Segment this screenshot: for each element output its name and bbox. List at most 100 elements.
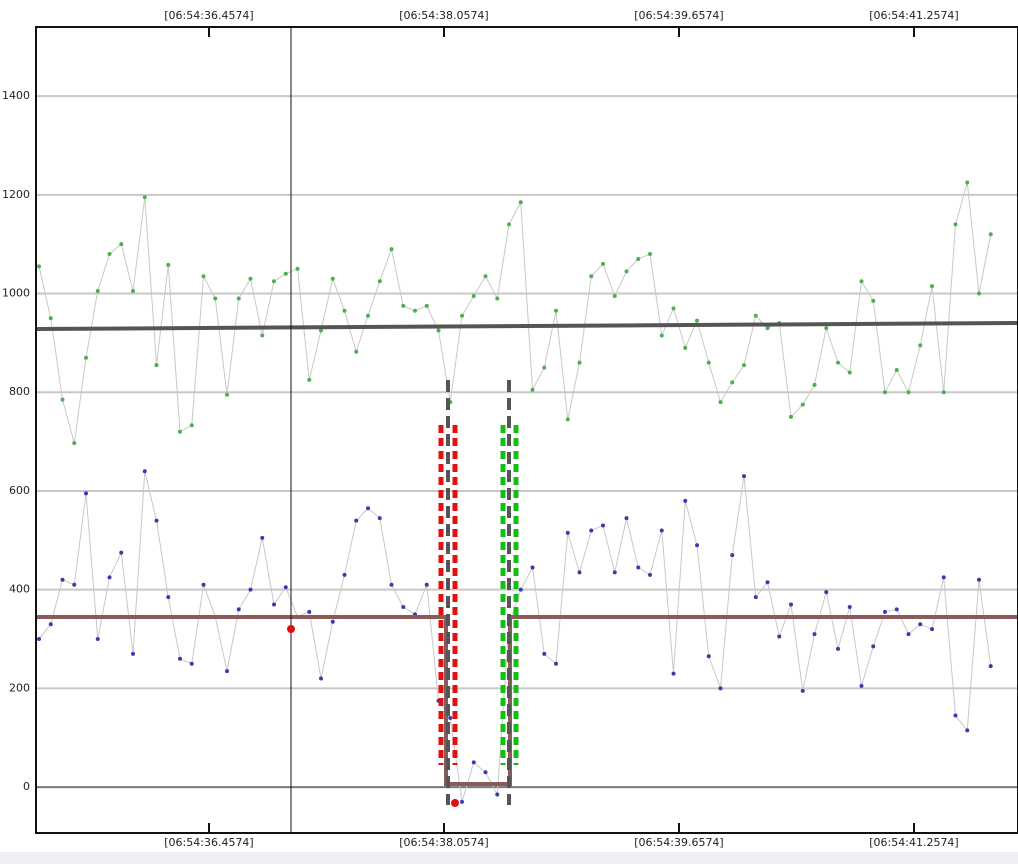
data-point [166,262,171,267]
data-point [366,506,371,511]
data-point [836,646,841,651]
data-point [471,760,476,765]
data-point [424,582,429,587]
data-point [800,688,805,693]
data-point [131,289,136,294]
data-point [812,632,817,637]
data-point [60,577,65,582]
data-point [213,296,218,301]
data-point [448,715,453,720]
data-point [565,417,570,422]
x-tick-label: [06:54:38.0574] [399,836,488,849]
data-point [565,530,570,535]
data-point [248,587,253,592]
data-point [894,607,899,612]
cursor-dot [287,625,295,633]
data-point [624,516,629,521]
data-point [765,326,770,331]
x-tick-label-top: [06:54:41.2574] [869,9,958,22]
data-point [953,713,958,718]
data-point [636,256,641,261]
data-point [695,543,700,548]
data-point [119,242,124,247]
data-point [236,296,241,301]
data-point [201,274,206,279]
data-point [812,382,817,387]
level-line [36,615,1018,786]
data-point [424,303,429,308]
data-point [930,627,935,632]
plot-frame [35,26,1018,834]
data-point [883,609,888,614]
data-point [977,577,982,582]
data-point [283,271,288,276]
data-point [248,276,253,281]
data-point [142,195,147,200]
data-point [460,313,465,318]
series-line [38,182,992,444]
data-point [988,664,993,669]
data-point [601,523,606,528]
data-point [272,602,277,607]
data-point [859,683,864,688]
data-point [189,423,194,428]
data-point [530,387,535,392]
data-point [930,284,935,289]
data-point [530,565,535,570]
data-point [389,582,394,587]
data-point [107,252,112,257]
data-point [894,368,899,373]
data-point [518,200,523,205]
data-point [871,644,876,649]
data-point [95,637,100,642]
data-point [178,429,183,434]
data-point [342,572,347,577]
data-point [48,316,53,321]
data-point [789,602,794,607]
series-line [38,471,992,803]
data-point [436,328,441,333]
data-point [671,306,676,311]
data-point [295,266,300,271]
data-point [542,365,547,370]
data-point [307,609,312,614]
data-point [906,390,911,395]
data-point [624,269,629,274]
data-point [977,291,982,296]
trend-line [36,321,1018,331]
data-point [847,604,852,609]
data-point [965,180,970,185]
data-point [612,293,617,298]
data-point [260,333,265,338]
data-point [319,676,324,681]
data-point [601,261,606,266]
data-point [941,390,946,395]
data-point [671,671,676,676]
x-tick-label: [06:54:36.4574] [164,836,253,849]
data-point [659,333,664,338]
data-point [507,222,512,227]
data-point [142,469,147,474]
data-point [695,318,700,323]
data-point [72,441,77,446]
data-point [154,363,159,368]
data-point [518,587,523,592]
data-point [941,575,946,580]
data-point [789,414,794,419]
data-point [683,345,688,350]
y-tick-label: 0 [23,780,30,793]
data-point [483,770,488,775]
data-point [636,565,641,570]
data-point [706,360,711,365]
data-point [648,252,653,257]
data-point [377,279,382,284]
data-point [330,619,335,624]
data-point [718,400,723,405]
data-point [730,553,735,558]
data-point [225,669,230,674]
data-point [906,632,911,637]
data-point [72,582,77,587]
x-tick-label: [06:54:39.6574] [634,836,723,849]
data-point [495,792,500,797]
